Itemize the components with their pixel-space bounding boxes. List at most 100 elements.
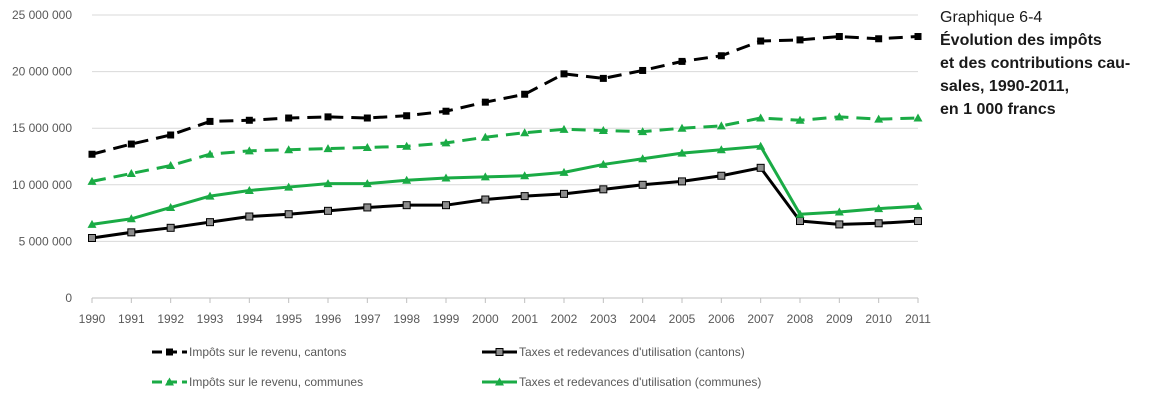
x-tick-label: 2009 bbox=[826, 312, 853, 326]
x-tick-label: 2001 bbox=[511, 312, 538, 326]
x-tick-label: 1997 bbox=[354, 312, 381, 326]
x-tick-label: 2006 bbox=[708, 312, 735, 326]
legend-label: Taxes et redevances d'utilisation (canto… bbox=[519, 345, 745, 359]
data-point bbox=[285, 114, 293, 122]
data-point bbox=[520, 171, 530, 180]
y-tick-label: 5 000 000 bbox=[19, 234, 73, 248]
legend-entry: Impôts sur le revenu, communes bbox=[152, 375, 363, 389]
data-point bbox=[913, 113, 923, 122]
data-point bbox=[560, 189, 568, 198]
data-point bbox=[520, 192, 529, 201]
data-point bbox=[206, 117, 214, 125]
data-point bbox=[284, 145, 294, 154]
x-tick-label: 2007 bbox=[747, 312, 774, 326]
data-point bbox=[323, 144, 333, 153]
data-point bbox=[716, 121, 726, 130]
legend-marker bbox=[165, 377, 174, 386]
data-point bbox=[205, 191, 215, 200]
x-tick-label: 1996 bbox=[315, 312, 342, 326]
caption-title-line: sales, 1990-2011, bbox=[940, 78, 1070, 95]
data-point bbox=[87, 219, 97, 228]
x-tick-label: 2002 bbox=[551, 312, 578, 326]
data-point bbox=[481, 195, 490, 204]
data-point bbox=[126, 214, 136, 223]
data-point bbox=[205, 149, 215, 158]
data-point bbox=[127, 140, 135, 148]
data-point bbox=[638, 154, 648, 163]
caption-title-line: Évolution des impôts bbox=[940, 32, 1102, 49]
data-point bbox=[796, 217, 804, 226]
legend-label: Impôts sur le revenu, cantons bbox=[189, 345, 346, 359]
data-point bbox=[914, 33, 922, 41]
data-point bbox=[874, 219, 883, 228]
legend-entry: Impôts sur le revenu, cantons bbox=[152, 345, 346, 359]
series-line bbox=[91, 144, 919, 226]
x-tick-label: 2000 bbox=[472, 312, 499, 326]
legend-marker bbox=[495, 348, 504, 356]
legend-marker bbox=[495, 377, 504, 386]
data-point bbox=[677, 123, 687, 132]
data-point bbox=[167, 131, 175, 139]
x-tick-label: 2011 bbox=[905, 312, 931, 326]
data-point bbox=[442, 201, 450, 210]
data-point bbox=[639, 66, 647, 74]
data-point bbox=[245, 212, 254, 221]
series-4 bbox=[87, 141, 923, 228]
data-point bbox=[206, 218, 214, 227]
data-point bbox=[875, 35, 883, 43]
data-point bbox=[638, 127, 648, 136]
data-point bbox=[88, 234, 96, 243]
data-point bbox=[756, 113, 766, 122]
data-point bbox=[363, 203, 372, 212]
data-point bbox=[442, 107, 450, 115]
data-point bbox=[126, 168, 136, 177]
data-point bbox=[441, 138, 451, 147]
data-point bbox=[87, 176, 97, 185]
legend: Impôts sur le revenu, cantons Taxes et re… bbox=[152, 345, 761, 389]
caption-title-line: et des contributions cau- bbox=[940, 55, 1131, 72]
series-line bbox=[91, 35, 919, 156]
x-tick-label: 1991 bbox=[118, 312, 145, 326]
data-point bbox=[402, 201, 411, 210]
data-point bbox=[284, 210, 293, 219]
data-point bbox=[323, 179, 333, 188]
data-point bbox=[480, 132, 490, 141]
x-tick-label: 2003 bbox=[590, 312, 617, 326]
caption-title-line: en 1 000 francs bbox=[940, 101, 1056, 118]
series-1 bbox=[88, 33, 922, 158]
data-point bbox=[166, 223, 175, 232]
data-point bbox=[835, 33, 843, 41]
x-tick-label: 1990 bbox=[79, 312, 106, 326]
data-point bbox=[599, 185, 608, 194]
legend-marker bbox=[166, 348, 173, 356]
x-tick-label: 2008 bbox=[787, 312, 814, 326]
data-point bbox=[756, 141, 766, 150]
x-tick-label: 2010 bbox=[865, 312, 892, 326]
series-line bbox=[91, 166, 919, 240]
data-point bbox=[795, 115, 805, 124]
data-point bbox=[678, 177, 686, 186]
data-point bbox=[835, 220, 844, 229]
x-tick-label: 1992 bbox=[157, 312, 184, 326]
data-point bbox=[481, 98, 489, 106]
data-point bbox=[284, 182, 294, 191]
data-point bbox=[834, 112, 844, 121]
data-point bbox=[716, 145, 726, 154]
y-tick-label: 20 000 000 bbox=[12, 65, 72, 79]
data-point bbox=[559, 167, 569, 176]
series-3 bbox=[87, 112, 923, 185]
data-point bbox=[324, 206, 332, 215]
data-point bbox=[362, 142, 372, 151]
data-point bbox=[914, 217, 922, 226]
data-point bbox=[874, 204, 884, 213]
axes: 0 5 000 000 10 000 000 15 000 000 20 000 000… bbox=[12, 8, 931, 326]
data-point bbox=[402, 141, 412, 150]
x-tick-label: 2004 bbox=[629, 312, 656, 326]
data-point bbox=[362, 179, 372, 188]
data-point bbox=[560, 70, 568, 78]
data-point bbox=[638, 180, 647, 189]
data-point bbox=[598, 159, 608, 168]
data-point bbox=[834, 207, 844, 216]
y-tick-label: 15 000 000 bbox=[12, 121, 72, 135]
gridlines bbox=[92, 14, 918, 242]
